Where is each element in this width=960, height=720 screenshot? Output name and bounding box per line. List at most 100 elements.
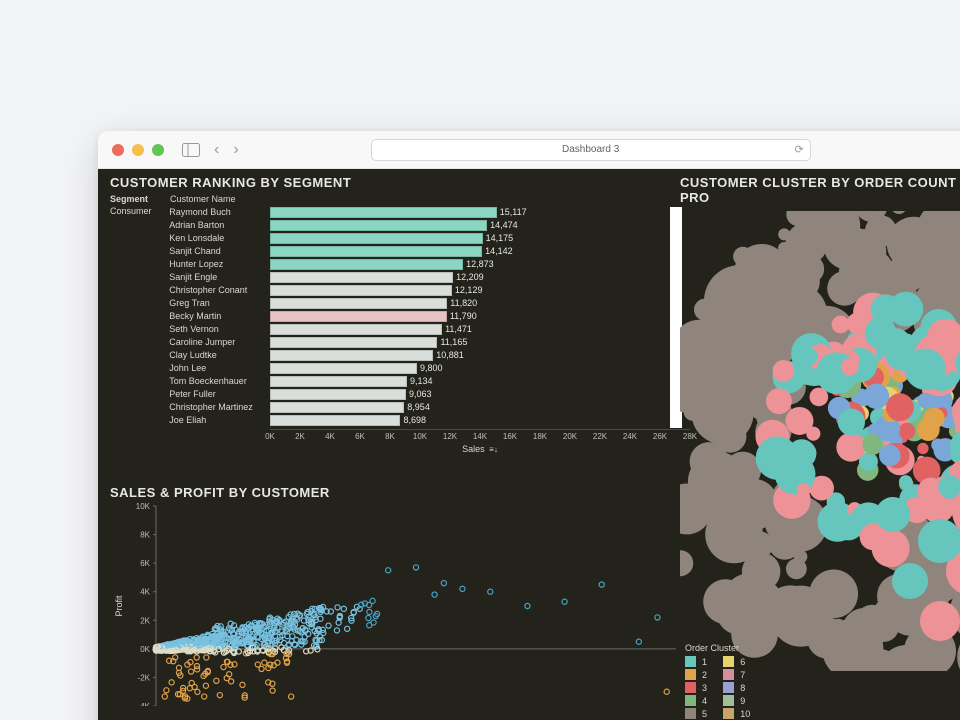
legend-swatch[interactable] [723,695,734,706]
legend-label: 2 [702,670,717,680]
bar-row[interactable]: 9,800 [270,362,690,375]
url-bar[interactable]: Dashboard 3 ⟳ [371,139,811,161]
bar[interactable] [270,298,447,309]
legend-swatch[interactable] [723,669,734,680]
customer-name: Hunter Lopez [169,258,270,271]
customer-name: Ken Lonsdale [169,232,270,245]
legend-label: 3 [702,683,717,693]
close-icon[interactable] [112,144,124,156]
bar-value-label: 8,954 [404,401,430,414]
x-axis-title: Sales ≡↓ [270,444,690,454]
bar-row[interactable]: 12,873 [270,258,690,271]
legend-swatch[interactable] [723,682,734,693]
legend-swatch[interactable] [685,708,696,719]
customer-name: Adrian Barton [169,219,270,232]
bar-value-label: 9,063 [406,388,432,401]
bar[interactable] [270,233,483,244]
customer-name: Raymond Buch [169,206,270,219]
cluster-legend: Order Cluster16273849510>10 [685,643,750,720]
legend-swatch[interactable] [723,708,734,719]
traffic-lights [112,144,164,156]
svg-text:Profit: Profit [114,595,124,617]
bar[interactable] [270,285,452,296]
bar[interactable] [270,415,400,426]
bar[interactable] [270,324,442,335]
bar-row[interactable]: 11,820 [270,297,690,310]
bar-row[interactable]: 14,142 [270,245,690,258]
bar-row[interactable]: 14,175 [270,232,690,245]
bar-row[interactable]: 11,165 [270,336,690,349]
bar-row[interactable]: 12,209 [270,271,690,284]
bar-value-label: 8,698 [400,414,426,427]
bar[interactable] [270,389,406,400]
bar-row[interactable]: 10,881 [270,349,690,362]
bar-row[interactable]: 12,129 [270,284,690,297]
customer-name: Becky Martin [169,310,270,323]
customer-header: Customer Name [170,194,236,204]
customer-name: John Lee [169,362,270,375]
bar-row[interactable]: 11,471 [270,323,690,336]
bar[interactable] [270,272,453,283]
cluster-chart[interactable] [680,211,960,671]
bar[interactable] [270,363,417,374]
bar-row[interactable]: 11,790 [270,310,690,323]
maximize-icon[interactable] [152,144,164,156]
bar-value-label: 11,790 [447,310,477,323]
legend-swatch[interactable] [685,656,696,667]
nav-forward-button[interactable]: › [231,141,240,159]
nav-back-button[interactable]: ‹ [212,141,221,159]
bar-row[interactable]: 15,117 [270,206,690,219]
cluster-title: CUSTOMER CLUSTER BY ORDER COUNT & PRO [680,175,960,205]
customer-name: Tom Boeckenhauer [169,375,270,388]
bar-value-label: 15,117 [497,206,527,219]
svg-text:10K: 10K [136,502,151,511]
bar[interactable] [270,350,433,361]
bar[interactable] [270,376,407,387]
url-text: Dashboard 3 [562,144,619,155]
sidebar-toggle-icon[interactable] [180,142,202,158]
svg-text:-4K: -4K [138,702,151,706]
bar-value-label: 9,134 [407,375,433,388]
bar[interactable] [270,246,482,257]
bar[interactable] [270,207,497,218]
bar-row[interactable]: 9,134 [270,375,690,388]
bar-row[interactable]: 8,698 [270,414,690,427]
bar[interactable] [270,402,404,413]
bar[interactable] [270,220,487,231]
bar[interactable] [270,311,447,322]
bar-value-label: 9,800 [417,362,443,375]
bar[interactable] [270,259,463,270]
customer-name: Christopher Martinez [169,401,270,414]
bar-row[interactable]: 9,063 [270,388,690,401]
legend-label: 4 [702,696,717,706]
svg-text:2K: 2K [140,616,150,625]
legend-swatch[interactable] [685,682,696,693]
legend-swatch[interactable] [685,695,696,706]
bar-value-label: 12,873 [463,258,494,271]
bar-value-label: 11,820 [447,297,477,310]
customer-name: Caroline Jumper [169,336,270,349]
bar-row[interactable]: 8,954 [270,401,690,414]
customer-name: Christopher Conant [169,284,270,297]
legend-label: 5 [702,709,717,719]
legend-title: Order Cluster [685,643,750,653]
scatter-plot[interactable]: -4K-2K0K2K4K6K8K10KProfit [110,500,676,706]
legend-label: 1 [702,657,717,667]
refresh-icon[interactable]: ⟳ [794,143,803,156]
legend-swatch[interactable] [685,669,696,680]
ranking-panel: CUSTOMER RANKING BY SEGMENT Segment Cust… [110,175,690,454]
ranking-title: CUSTOMER RANKING BY SEGMENT [110,175,690,190]
scatter-panel: SALES & PROFIT BY CUSTOMER -4K-2K0K2K4K6… [110,485,676,706]
customer-name: Joe Eliah [169,414,270,427]
browser-window: ‹ › Dashboard 3 ⟳ CUSTOMER RANKING BY SE… [98,131,960,720]
scatter-title: SALES & PROFIT BY CUSTOMER [110,485,676,500]
svg-text:4K: 4K [140,588,150,597]
customer-name: Sanjit Chand [169,245,270,258]
browser-titlebar: ‹ › Dashboard 3 ⟳ [98,131,960,169]
bar-row[interactable]: 14,474 [270,219,690,232]
bar[interactable] [270,337,437,348]
legend-swatch[interactable] [723,656,734,667]
bar-value-label: 14,474 [487,219,518,232]
minimize-icon[interactable] [132,144,144,156]
customer-name: Greg Tran [169,297,270,310]
